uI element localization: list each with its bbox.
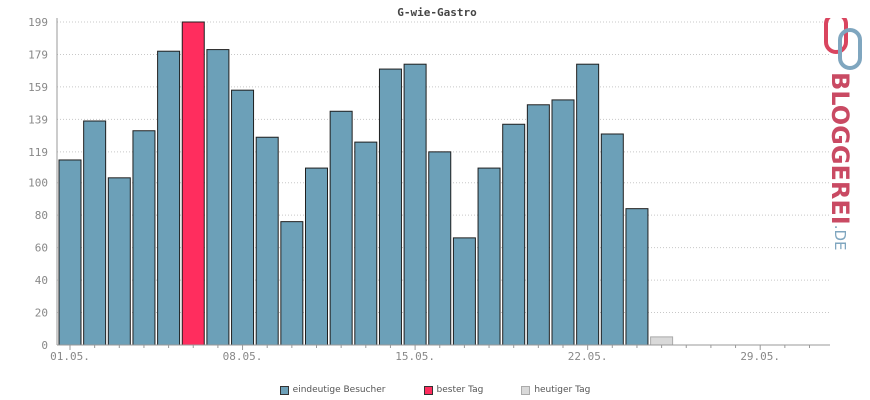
bar	[58, 159, 82, 346]
y-tick-label: 139	[28, 113, 48, 126]
legend-item-today: heutiger Tag	[521, 385, 590, 395]
x-axis: 01.05. 08.05. 15.05. 22.05. 29.05.	[50, 18, 830, 363]
bar-today	[650, 336, 674, 346]
legend-swatch-best-day	[423, 385, 433, 395]
bar	[255, 136, 279, 346]
bar	[354, 141, 378, 346]
legend-swatch-unique-visitors	[279, 385, 289, 395]
bar	[157, 50, 181, 346]
y-axis: 0 20 40 60 80 100 119 139 159 179 199	[28, 16, 48, 352]
bar	[83, 120, 107, 346]
bar	[206, 49, 230, 346]
y-tick-label: 199	[28, 16, 48, 29]
y-tick-label: 100	[28, 177, 48, 190]
bar	[280, 221, 304, 346]
bars	[58, 21, 674, 346]
bar	[600, 133, 624, 346]
x-tick-label: 15.05.	[395, 350, 435, 363]
bloggerei-logo-icon	[824, 12, 862, 70]
legend: eindeutige Besucher bester Tag heutiger …	[0, 385, 870, 395]
y-tick-label: 20	[35, 307, 48, 320]
bar	[526, 104, 550, 346]
bar	[378, 68, 402, 346]
y-tick-label: 40	[35, 274, 48, 287]
bar	[403, 63, 427, 346]
bar	[132, 130, 156, 346]
y-tick-label: 179	[28, 48, 48, 61]
bar	[428, 151, 452, 346]
bar	[625, 208, 649, 346]
bar	[551, 99, 575, 346]
logo-name: BLOGGEREI	[826, 72, 854, 225]
y-tick-label: 119	[28, 146, 48, 159]
chart-title: G-wie-Gastro	[397, 6, 477, 19]
bar	[329, 110, 353, 346]
bar	[231, 89, 255, 346]
bar	[107, 177, 131, 346]
bar	[502, 123, 526, 346]
y-tick-label: 159	[28, 81, 48, 94]
x-tick-label: 08.05.	[223, 350, 263, 363]
x-tick-label: 22.05.	[568, 350, 608, 363]
y-tick-label: 60	[35, 242, 48, 255]
legend-label: bester Tag	[436, 385, 484, 395]
bar	[576, 63, 600, 346]
bar-best-day	[181, 21, 205, 346]
bar	[452, 237, 476, 346]
legend-item-best-day: bester Tag	[423, 385, 484, 395]
bloggerei-logo-text: BLOGGEREI.DE	[826, 72, 854, 251]
legend-label: heutiger Tag	[534, 385, 591, 395]
x-tick-label: 01.05.	[50, 350, 90, 363]
legend-label: eindeutige Besucher	[292, 385, 386, 395]
bar	[305, 167, 328, 346]
y-tick-label: 0	[41, 339, 48, 352]
legend-item-unique-visitors: eindeutige Besucher	[279, 385, 386, 395]
legend-swatch-today	[521, 385, 531, 395]
x-tick-label: 29.05.	[740, 350, 780, 363]
y-tick-label: 80	[35, 209, 48, 222]
bar	[477, 167, 501, 346]
logo-tld: .DE	[831, 224, 849, 251]
